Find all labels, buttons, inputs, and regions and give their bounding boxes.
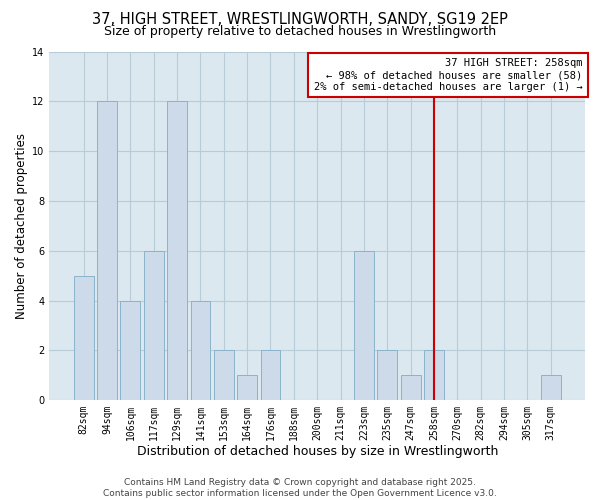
Bar: [237, 376, 257, 400]
Bar: [214, 350, 234, 400]
Bar: [424, 350, 444, 400]
Bar: [377, 350, 397, 400]
Y-axis label: Number of detached properties: Number of detached properties: [15, 133, 28, 319]
Bar: [191, 300, 211, 400]
Text: 37 HIGH STREET: 258sqm
← 98% of detached houses are smaller (58)
2% of semi-deta: 37 HIGH STREET: 258sqm ← 98% of detached…: [314, 58, 583, 92]
Bar: [144, 251, 164, 400]
Bar: [167, 102, 187, 400]
Text: 37, HIGH STREET, WRESTLINGWORTH, SANDY, SG19 2EP: 37, HIGH STREET, WRESTLINGWORTH, SANDY, …: [92, 12, 508, 28]
Text: Contains HM Land Registry data © Crown copyright and database right 2025.
Contai: Contains HM Land Registry data © Crown c…: [103, 478, 497, 498]
Bar: [260, 350, 280, 400]
Bar: [354, 251, 374, 400]
Text: Size of property relative to detached houses in Wrestlingworth: Size of property relative to detached ho…: [104, 25, 496, 38]
Bar: [97, 102, 117, 400]
Bar: [541, 376, 560, 400]
Bar: [121, 300, 140, 400]
Bar: [74, 276, 94, 400]
Bar: [401, 376, 421, 400]
X-axis label: Distribution of detached houses by size in Wrestlingworth: Distribution of detached houses by size …: [137, 444, 498, 458]
